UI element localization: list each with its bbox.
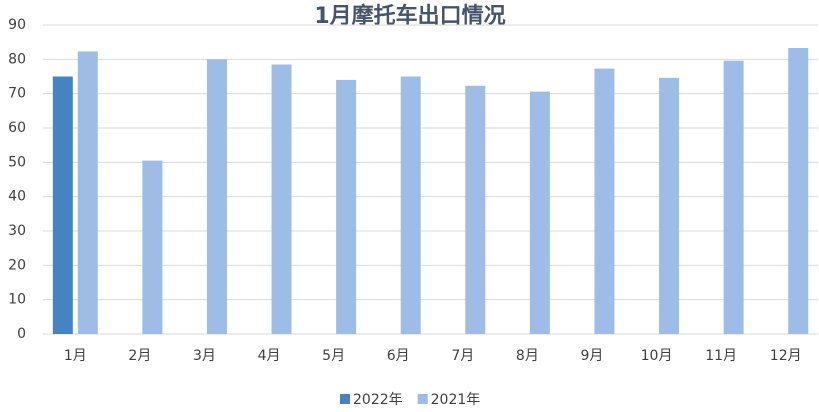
bar (788, 48, 809, 335)
bar (529, 91, 550, 335)
y-tick-label: 0 (17, 326, 26, 342)
y-tick-label: 70 (8, 86, 26, 102)
y-tick-label: 60 (8, 120, 26, 136)
y-tick-label: 30 (8, 223, 26, 239)
x-tick-label: 3月 (193, 348, 216, 364)
x-tick-label: 8月 (516, 348, 539, 364)
bar (659, 77, 680, 334)
bar (336, 79, 357, 334)
x-tick-label: 10月 (641, 348, 673, 364)
y-tick-label: 20 (8, 257, 26, 273)
x-tick-label: 9月 (580, 348, 603, 364)
y-tick-label: 80 (8, 51, 26, 67)
x-tick-label: 2月 (128, 348, 151, 364)
x-tick-label: 6月 (387, 348, 410, 364)
x-tick-label: 11月 (705, 348, 737, 364)
x-tick-label: 12月 (770, 348, 802, 364)
bar (206, 59, 227, 334)
bar (52, 76, 73, 334)
bar (271, 64, 292, 334)
y-tick-label: 40 (8, 189, 26, 205)
x-tick-label: 1月 (64, 348, 87, 364)
bar (723, 60, 744, 334)
legend-swatch (340, 394, 350, 404)
bar (77, 51, 98, 334)
y-tick-label: 90 (8, 17, 26, 33)
legend-label: 2021年 (431, 392, 481, 408)
legend-label: 2022年 (353, 392, 403, 408)
x-tick-label: 7月 (451, 348, 474, 364)
bar (400, 76, 421, 334)
legend-swatch (417, 394, 428, 404)
bar (142, 160, 163, 334)
y-tick-label: 50 (8, 154, 26, 170)
x-tick-label: 4月 (258, 348, 281, 364)
bar (594, 68, 615, 334)
y-tick-label: 10 (8, 292, 26, 308)
bar (465, 85, 486, 335)
x-tick-label: 5月 (322, 348, 345, 364)
